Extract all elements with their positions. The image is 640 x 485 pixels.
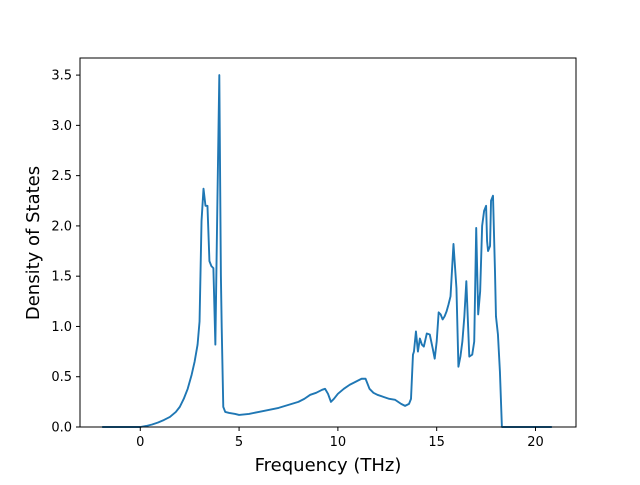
y-tick-label: 1.0 [51,320,72,335]
axes-frame [79,57,577,428]
x-tick-label: 15 [428,435,445,450]
axes: 0 5 10 15 20 0.0 0.5 1.0 1.5 2.0 2.5 3.0 3.5 [51,57,577,450]
y-tick-label: 1.5 [51,270,72,285]
x-tick-label: 20 [527,435,544,450]
y-axis-label: Density of States [23,166,44,320]
x-axis-label: Frequency (THz) [255,455,402,476]
x-tick-label: 10 [330,435,347,450]
x-tick-label: 0 [136,435,144,450]
y-tick-label: 3.5 [51,69,72,84]
series-line-0 [101,74,553,428]
y-tick-label: 0.0 [51,421,72,436]
y-tick-label: 3.0 [51,119,72,134]
y-tick-label: 2.0 [51,219,72,234]
y-tick-label: 2.5 [51,169,72,184]
plot-area [101,74,553,428]
x-tick-label: 5 [235,435,243,450]
y-tick-label: 0.5 [51,370,72,385]
